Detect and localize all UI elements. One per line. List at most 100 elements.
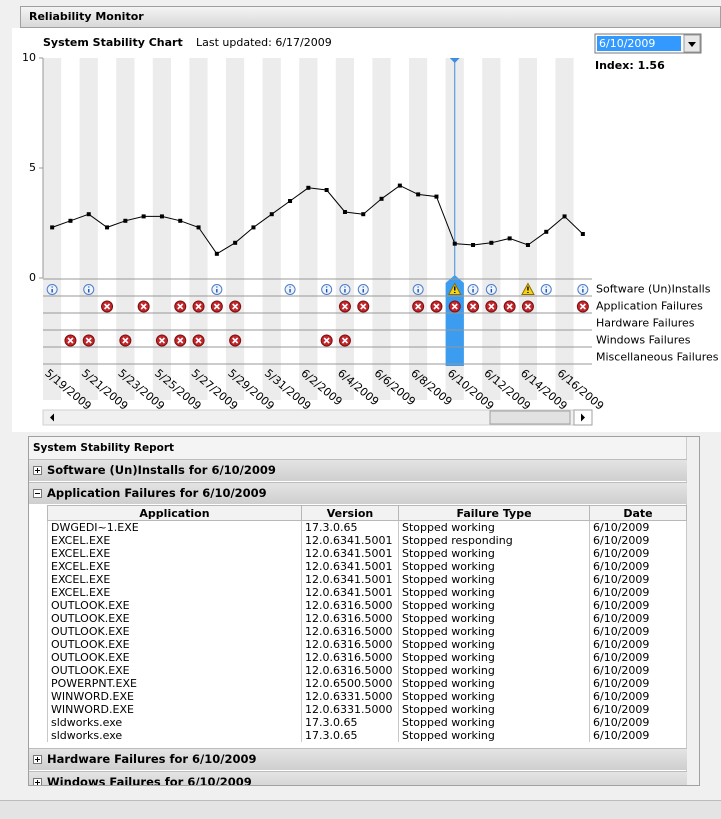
error-icon — [412, 300, 425, 313]
expander-plus — [37, 757, 38, 762]
report-section-header[interactable]: Hardware Failures for 6/10/2009 — [29, 748, 687, 770]
table-cell: sldworks.exe — [47, 716, 302, 729]
stability-point — [544, 229, 549, 234]
info-icon — [211, 284, 223, 295]
table-cell: 12.0.6341.5001 — [301, 573, 399, 586]
table-cell: 6/10/2009 — [589, 638, 687, 651]
stability-point — [342, 210, 347, 214]
stability-point — [525, 243, 530, 247]
table-cell: 6/10/2009 — [589, 534, 687, 547]
table-cell: 12.0.6341.5001 — [301, 586, 399, 599]
error-cross — [232, 303, 239, 310]
info-icon — [339, 284, 351, 295]
table-cell: 6/10/2009 — [589, 690, 687, 703]
table-cell: 6/10/2009 — [589, 520, 687, 534]
table-cell: POWERPNT.EXE — [47, 677, 302, 690]
v-scrollbar[interactable] — [686, 437, 699, 785]
column-stripe — [152, 58, 172, 400]
table-cell: 17.3.0.65 — [301, 716, 399, 729]
column-stripe — [390, 58, 409, 400]
table-row: EXCEL.EXE 12.0.6341.5001 Stopped working 6/… — [47, 586, 687, 599]
error-cross — [232, 337, 239, 344]
table-cell: 6/10/2009 — [589, 560, 687, 573]
table-cell: Stopped working — [398, 677, 590, 690]
event-row-label: Software (Un)Installs — [596, 283, 711, 296]
table-cell: Stopped working — [398, 573, 590, 586]
table-cell: Stopped working — [398, 547, 590, 560]
index-label: Index: 1.56 — [595, 59, 665, 72]
stability-point — [379, 196, 384, 201]
info-icon — [83, 284, 95, 295]
expander-minus — [35, 493, 40, 494]
stability-point — [416, 192, 421, 197]
column-header: Failure Type — [398, 505, 590, 521]
dropdown-selection — [597, 36, 681, 51]
error-icon — [155, 334, 168, 347]
info-icon — [321, 284, 333, 295]
table-cell: OUTLOOK.EXE — [47, 651, 302, 664]
table-cell: 6/10/2009 — [589, 586, 687, 599]
table-row: OUTLOOK.EXE 12.0.6316.5000 Stopped working… — [47, 625, 687, 638]
column-stripe — [500, 58, 519, 400]
table-row: WINWORD.EXE 12.0.6331.5000 Stopped working… — [47, 703, 687, 716]
info-icon — [577, 284, 589, 295]
event-row-label: Miscellaneous Failures — [596, 351, 719, 364]
section-label: Windows Failures for 6/10/2009 — [47, 775, 252, 786]
table-cell: Stopped working — [398, 651, 590, 664]
info-icon — [46, 284, 58, 295]
scroll-left[interactable] — [50, 413, 54, 422]
stability-point — [507, 236, 512, 241]
table-cell: 12.0.6316.5000 — [301, 612, 399, 625]
error-cross — [67, 337, 74, 344]
column-stripe — [61, 58, 80, 400]
table-cell: OUTLOOK.EXE — [47, 625, 302, 638]
table-row: EXCEL.EXE 12.0.6341.5001 Stopped working 6/… — [47, 573, 687, 586]
dropdown-value: 6/10/2009 — [599, 37, 655, 50]
error-cross — [488, 303, 495, 310]
table-cell: 6/10/2009 — [589, 547, 687, 560]
info-icon — [540, 284, 552, 295]
error-cross — [360, 303, 367, 310]
stability-point — [105, 225, 110, 230]
column-stripe — [555, 58, 574, 400]
stability-point — [214, 251, 219, 256]
report-section-header[interactable]: Software (Un)Installs for 6/10/2009 — [29, 459, 687, 481]
error-cross — [341, 303, 349, 310]
table-cell: 12.0.6500.5000 — [301, 677, 399, 690]
table-cell: Stopped working — [398, 690, 590, 703]
table-row: EXCEL.EXE 12.0.6341.5001 Stopped respondin… — [47, 534, 687, 547]
report-section-header[interactable]: Application Failures for 6/10/2009 — [29, 482, 687, 504]
table-cell: sldworks.exe — [47, 729, 302, 742]
table-cell: 17.3.0.65 — [301, 520, 399, 534]
report-section-header[interactable]: Windows Failures for 6/10/2009 — [29, 771, 687, 786]
table-cell: 12.0.6316.5000 — [301, 625, 399, 638]
scroll-thumb[interactable] — [489, 410, 571, 425]
table-row: OUTLOOK.EXE 12.0.6316.5000 Stopped working… — [47, 638, 687, 651]
error-cross — [579, 303, 586, 310]
error-icon — [174, 300, 187, 313]
error-cross — [177, 337, 184, 344]
scroll-right[interactable] — [581, 413, 585, 422]
column-stripe — [335, 58, 355, 400]
error-icon — [82, 334, 95, 347]
stability-point — [50, 225, 55, 230]
table-cell: Stopped working — [398, 586, 590, 599]
stability-point — [288, 199, 293, 203]
column-header: Date — [589, 505, 687, 521]
table-cell: EXCEL.EXE — [47, 586, 302, 599]
table-cell: 6/10/2009 — [589, 573, 687, 586]
selection-marker — [449, 58, 460, 63]
error-icon — [430, 300, 443, 313]
table-cell: Stopped working — [398, 729, 590, 742]
y-tick-label: 10 — [22, 51, 36, 64]
stability-point — [159, 214, 164, 219]
table-cell: Stopped working — [398, 625, 590, 638]
column-stripe — [372, 58, 391, 400]
expander — [33, 489, 42, 498]
column-header: Application — [47, 505, 302, 521]
table-cell: Stopped responding — [398, 534, 590, 547]
error-cross — [122, 337, 129, 344]
table-row: DWGEDI~1.EXE 17.3.0.65 Stopped working 6/10… — [47, 520, 687, 534]
column-stripe — [409, 58, 428, 400]
table-cell: OUTLOOK.EXE — [47, 638, 302, 651]
